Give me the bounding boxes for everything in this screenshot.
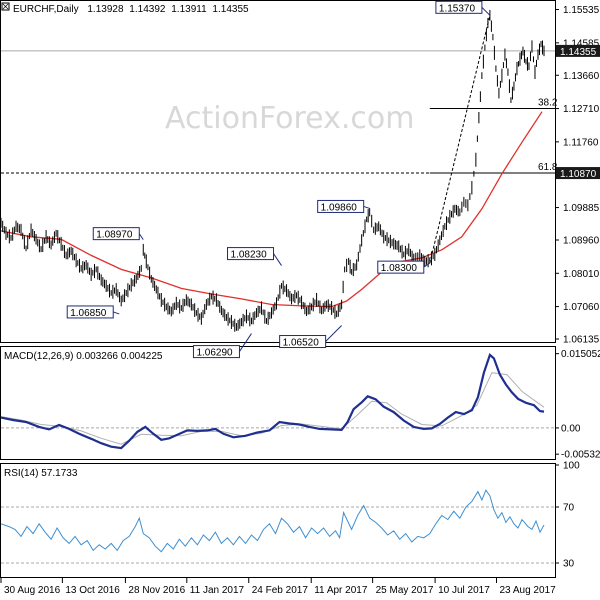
interval-label: Daily <box>56 4 78 15</box>
annotation-box <box>377 260 425 274</box>
price-annotation: 1.08300 <box>377 260 431 274</box>
macd-panel-frame <box>0 346 556 460</box>
annotation-box <box>92 227 140 241</box>
x-axis-label: 24 Feb 2017 <box>252 585 309 596</box>
annotation-label: 1.06850 <box>70 308 107 319</box>
rsi-line <box>0 489 545 553</box>
fib-618-label: 61.8 <box>538 162 558 173</box>
ohlc-open: 1.13928 <box>87 4 124 15</box>
symbol-label: EURCHF <box>13 4 55 15</box>
annotation-connector <box>138 233 144 240</box>
fib-price-box <box>556 167 600 180</box>
x-axis-label: 23 Aug 2017 <box>499 585 556 596</box>
trendline <box>429 15 491 264</box>
price-panel: 1.15535 1.14585 1.13660 1.12710 1.11760 1.108… <box>0 0 600 359</box>
price-annotation: 1.06850 <box>66 305 120 319</box>
annotation-connector <box>363 205 370 209</box>
price-y-tick-label: 1.08010 <box>563 269 600 280</box>
chart-header: EURCHF,Daily 1.13928 1.14392 1.13911 1.1… <box>1 2 249 15</box>
fib-618-price-marker: 1.10870 <box>556 167 600 180</box>
annotation-box <box>227 247 275 261</box>
macd-title: MACD(12,26,9) 0.003266 0.004225 <box>4 351 163 362</box>
annotation-box <box>435 0 483 14</box>
price-annotation: 1.09860 <box>317 199 370 213</box>
annotation-box <box>279 335 327 349</box>
annotation-box <box>192 345 240 359</box>
annotation-connector <box>423 262 431 268</box>
last-price-label: 1.14355 <box>560 47 597 58</box>
price-annotation: 1.06290 <box>192 333 252 359</box>
annotation-connector <box>273 253 282 266</box>
annotation-label: 1.06290 <box>196 348 233 359</box>
rsi-y-tick-label: 30 <box>563 559 575 570</box>
macd-line <box>0 352 545 450</box>
annotation-label: 1.08230 <box>231 250 268 261</box>
x-axis-label: 10 Jul 2017 <box>438 585 490 596</box>
annotation-label: 1.09860 <box>321 202 358 213</box>
annotation-connector <box>481 6 491 16</box>
price-y-tick-label: 1.15535 <box>563 5 600 16</box>
x-axis-label: 11 Jan 2017 <box>190 585 245 596</box>
macd-y-tick-label: 0.00 <box>561 423 581 434</box>
annotation-label: 1.06520 <box>283 338 320 349</box>
fib-382-label: 38.2 <box>538 98 558 109</box>
annotation-box <box>66 305 114 319</box>
annotation-label: 1.08970 <box>96 230 133 241</box>
price-y-tick-label: 1.06135 <box>563 335 600 346</box>
annotation-label: 1.08300 <box>381 263 418 274</box>
price-y-tick-label: 1.12710 <box>563 104 600 115</box>
rsi-panel: 100 70 30 <box>0 461 580 570</box>
ohlc-close: 1.14355 <box>212 4 249 15</box>
annotation-box <box>317 199 365 213</box>
price-panel-frame <box>0 0 556 343</box>
x-axis: 30 Aug 2016 13 Oct 2016 28 Nov 2016 11 Jan … <box>0 578 556 596</box>
last-price-box <box>556 44 600 57</box>
price-y-tick-label: 1.09885 <box>563 203 600 214</box>
price-y-tick-label: 1.08960 <box>563 236 600 247</box>
price-y-tick-label: 1.13660 <box>563 71 600 82</box>
price-y-tick-label: 1.07060 <box>563 302 600 313</box>
svg-text:EURCHF,Daily 1.13928: EURCHF,Daily 1.13928 1.14392 1.13911 1.1… <box>13 4 249 15</box>
price-annotation: 1.08230 <box>227 247 282 266</box>
rsi-panel-frame <box>0 463 556 578</box>
price-y-tick-label: 1.14585 <box>563 38 600 49</box>
annotation-label: 1.15370 <box>439 3 476 14</box>
x-axis-label: 11 Apr 2017 <box>314 585 368 596</box>
price-annotation: 1.08970 <box>92 227 144 241</box>
macd-y-tick-label: 0.015052 <box>561 349 600 360</box>
rsi-y-tick-label: 100 <box>563 461 580 472</box>
fib-price-label: 1.10870 <box>560 169 597 180</box>
price-bars <box>0 9 545 332</box>
ohlc-low: 1.13911 <box>171 4 207 15</box>
rsi-y-tick-label: 70 <box>563 503 575 514</box>
x-axis-label: 28 Nov 2016 <box>128 585 185 596</box>
annotation-connector <box>239 333 252 352</box>
ohlc-high: 1.14392 <box>129 4 166 15</box>
x-axis-label: 25 May 2017 <box>376 585 434 596</box>
annotation-connector <box>113 311 120 315</box>
annotation-connector <box>325 325 342 342</box>
last-price-marker: 1.14355 <box>556 44 600 58</box>
watermark: ActionForex.com <box>165 101 414 136</box>
price-y-tick-label: 1.11760 <box>563 137 599 148</box>
x-axis-label: 30 Aug 2016 <box>4 585 61 596</box>
price-annotation: 1.06520 <box>279 325 342 349</box>
rsi-title: RSI(14) 57.1733 <box>4 468 78 479</box>
x-axis-label: 13 Oct 2016 <box>65 585 120 596</box>
price-annotation: 1.15370 <box>435 0 491 16</box>
